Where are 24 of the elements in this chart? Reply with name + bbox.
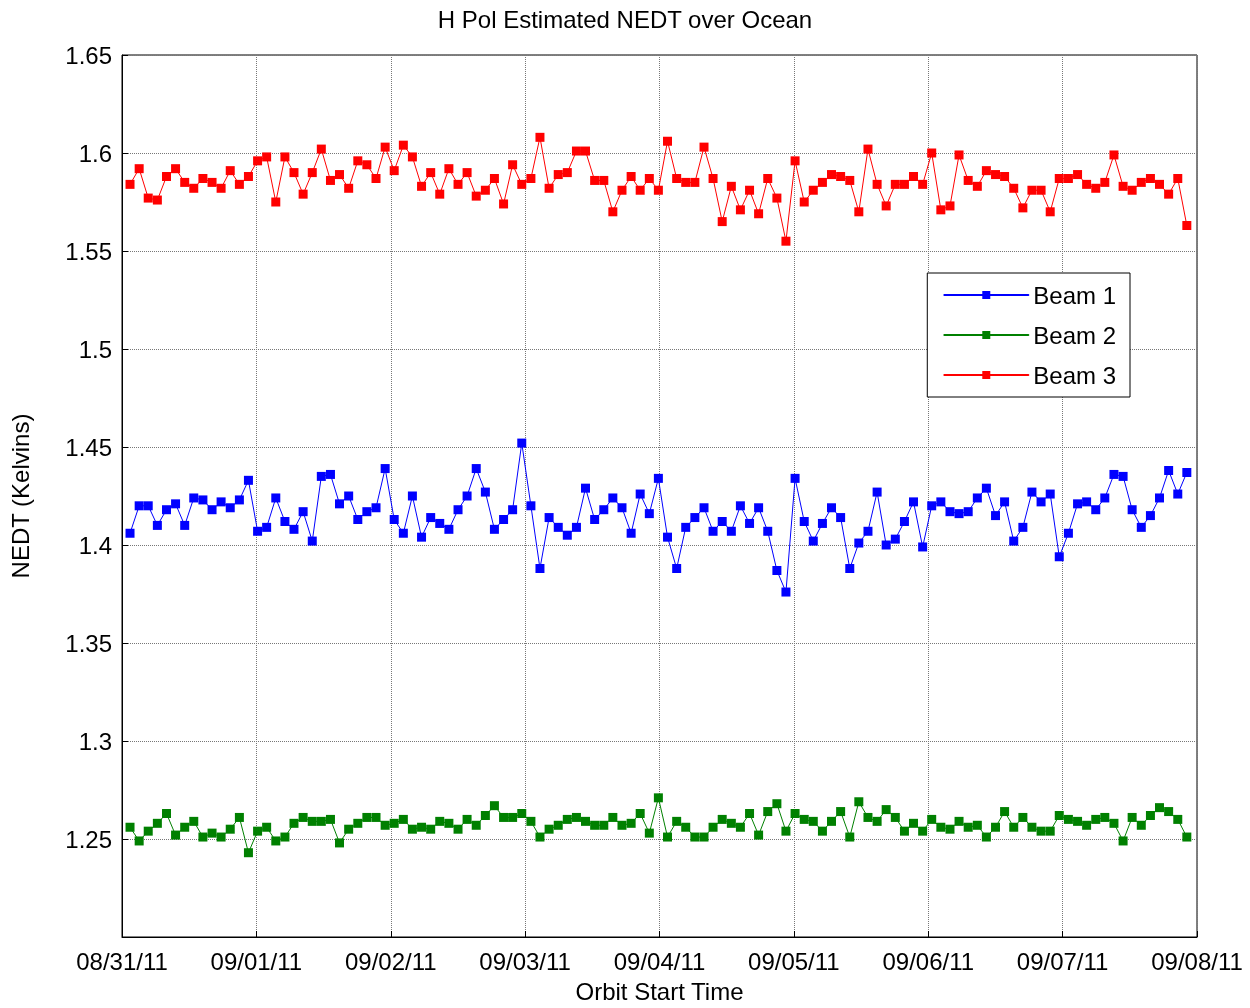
y-tick-label: 1.6 — [78, 139, 112, 167]
y-axis-title: NEDT (Kelvins) — [6, 413, 34, 579]
legend-label: Beam 3 — [1033, 361, 1117, 389]
x-tick-label: 09/02/11 — [344, 947, 437, 975]
y-tick-label: 1.4 — [78, 531, 112, 559]
chart-title: H Pol Estimated NEDT over Ocean — [437, 5, 813, 33]
x-tick-label: 09/05/11 — [748, 947, 840, 975]
x-tick-label: 09/07/11 — [1016, 947, 1109, 975]
x-axis-title: Orbit Start Time — [575, 977, 744, 1005]
x-tick-label: 09/08/11 — [1151, 947, 1243, 975]
y-tick-label: 1.25 — [65, 825, 112, 853]
y-tick-label: 1.5 — [78, 335, 112, 363]
y-tick-label: 1.3 — [78, 727, 112, 755]
legend-label: Beam 1 — [1033, 281, 1117, 309]
x-tick-label: 09/01/11 — [210, 947, 303, 975]
legend-label: Beam 2 — [1033, 321, 1117, 349]
y-tick-label: 1.55 — [65, 237, 112, 265]
x-tick-label: 09/04/11 — [613, 947, 706, 975]
y-tick-label: 1.65 — [65, 41, 112, 69]
x-tick-label: 09/03/11 — [479, 947, 571, 975]
x-tick-label: 08/31/11 — [76, 947, 168, 975]
y-tick-label: 1.45 — [65, 433, 112, 461]
x-tick-label: 09/06/11 — [882, 947, 975, 975]
y-tick-label: 1.35 — [65, 629, 112, 657]
